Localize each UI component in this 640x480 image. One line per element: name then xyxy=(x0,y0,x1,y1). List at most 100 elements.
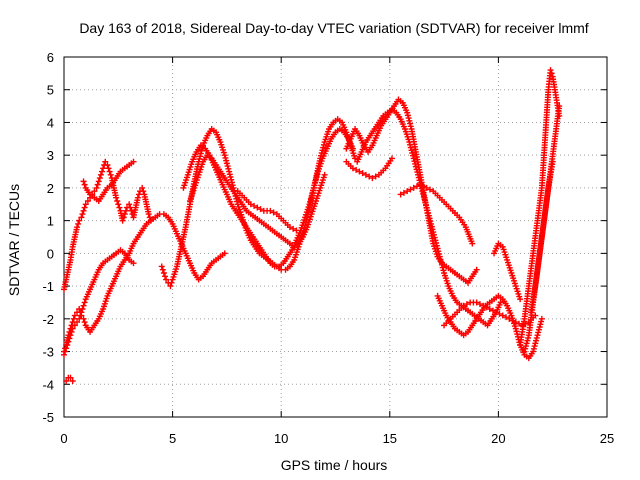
plus-marker xyxy=(106,168,113,175)
plus-marker xyxy=(121,211,128,218)
plus-marker xyxy=(251,202,258,209)
plus-marker xyxy=(496,310,503,317)
grid xyxy=(64,57,607,417)
plus-marker xyxy=(423,201,429,208)
satellite-track-14 xyxy=(434,292,545,362)
plus-marker xyxy=(227,174,234,180)
plus-marker xyxy=(436,250,443,257)
satellite-track-19 xyxy=(527,158,556,316)
plus-marker xyxy=(69,319,76,326)
plus-marker xyxy=(366,173,373,180)
plus-marker xyxy=(130,260,137,267)
plus-marker xyxy=(66,328,73,335)
plus-marker xyxy=(430,231,437,238)
plus-marker xyxy=(535,326,542,333)
plus-marker xyxy=(522,343,529,350)
plus-marker xyxy=(430,229,437,236)
plus-marker xyxy=(407,123,414,130)
plus-marker xyxy=(70,315,77,322)
plus-marker xyxy=(122,207,129,214)
plus-marker xyxy=(538,318,545,325)
plus-marker xyxy=(160,270,167,276)
plus-marker xyxy=(513,328,520,335)
plus-marker xyxy=(321,171,328,178)
plus-marker xyxy=(349,165,356,172)
satellite-track-9 xyxy=(234,188,300,234)
y-tick-label: -1 xyxy=(42,279,54,294)
plus-marker xyxy=(309,190,316,197)
plus-marker xyxy=(463,301,470,308)
plus-marker xyxy=(414,169,421,176)
plus-marker xyxy=(196,156,203,162)
plus-marker xyxy=(65,332,72,339)
plus-marker xyxy=(75,220,82,227)
plus-marker xyxy=(460,302,467,309)
plus-marker xyxy=(135,191,142,198)
data-marks xyxy=(61,67,563,384)
satellite-track-1 xyxy=(61,158,154,293)
plus-marker xyxy=(423,184,430,191)
plus-marker xyxy=(433,240,440,246)
plus-marker xyxy=(228,176,235,183)
plus-marker xyxy=(221,152,228,159)
chart-title: Day 163 of 2018, Sidereal Day-to-day VTE… xyxy=(79,20,588,36)
plus-marker xyxy=(480,302,487,309)
plus-marker xyxy=(409,152,416,159)
plus-marker xyxy=(311,182,318,189)
plus-marker xyxy=(320,141,327,148)
satellite-track-3 xyxy=(61,247,137,358)
plus-marker xyxy=(352,155,359,162)
plus-marker xyxy=(158,263,165,270)
plus-marker xyxy=(80,207,87,214)
plus-marker xyxy=(538,315,545,322)
plot-frame xyxy=(63,56,608,418)
plus-marker xyxy=(224,163,231,170)
plus-marker xyxy=(221,250,228,257)
plus-marker xyxy=(547,67,554,74)
satellite-track-15 xyxy=(441,299,539,329)
plus-marker xyxy=(509,317,516,324)
plus-marker xyxy=(409,150,416,156)
plus-marker xyxy=(426,186,433,193)
plus-marker xyxy=(96,175,103,182)
plus-marker xyxy=(412,163,419,170)
plus-marker xyxy=(410,184,417,191)
plus-marker xyxy=(420,183,427,190)
plus-marker xyxy=(79,211,86,218)
plus-marker xyxy=(407,144,414,151)
plus-marker xyxy=(556,103,563,110)
plus-marker xyxy=(80,302,87,309)
plus-marker xyxy=(95,178,102,185)
plus-marker xyxy=(314,171,321,178)
plus-marker xyxy=(420,190,427,197)
plus-marker xyxy=(163,276,170,283)
x-tick-label: 20 xyxy=(491,431,505,446)
plus-marker xyxy=(97,171,104,178)
plus-marker xyxy=(438,259,445,266)
plus-marker xyxy=(525,334,532,341)
plus-marker xyxy=(168,279,175,286)
plus-marker xyxy=(306,201,313,208)
plus-marker xyxy=(105,165,112,172)
plus-marker xyxy=(372,173,379,180)
plus-marker xyxy=(307,198,314,205)
plus-marker xyxy=(67,374,74,381)
plus-marker xyxy=(145,211,152,218)
y-tick-label: -3 xyxy=(42,345,54,360)
plus-marker xyxy=(535,329,542,336)
plus-marker xyxy=(120,214,127,221)
plus-marker xyxy=(81,299,88,306)
plus-marker xyxy=(417,181,424,188)
plus-marker xyxy=(426,215,433,222)
plus-marker xyxy=(247,201,254,208)
plus-marker xyxy=(93,184,100,191)
x-tick-label: 25 xyxy=(600,431,614,446)
plus-marker xyxy=(226,171,233,178)
satellite-track-4 xyxy=(61,211,228,355)
plus-marker xyxy=(549,158,556,165)
plus-marker xyxy=(134,194,141,201)
plus-marker xyxy=(420,193,427,200)
plus-marker xyxy=(104,162,111,168)
plus-marker xyxy=(80,315,87,322)
